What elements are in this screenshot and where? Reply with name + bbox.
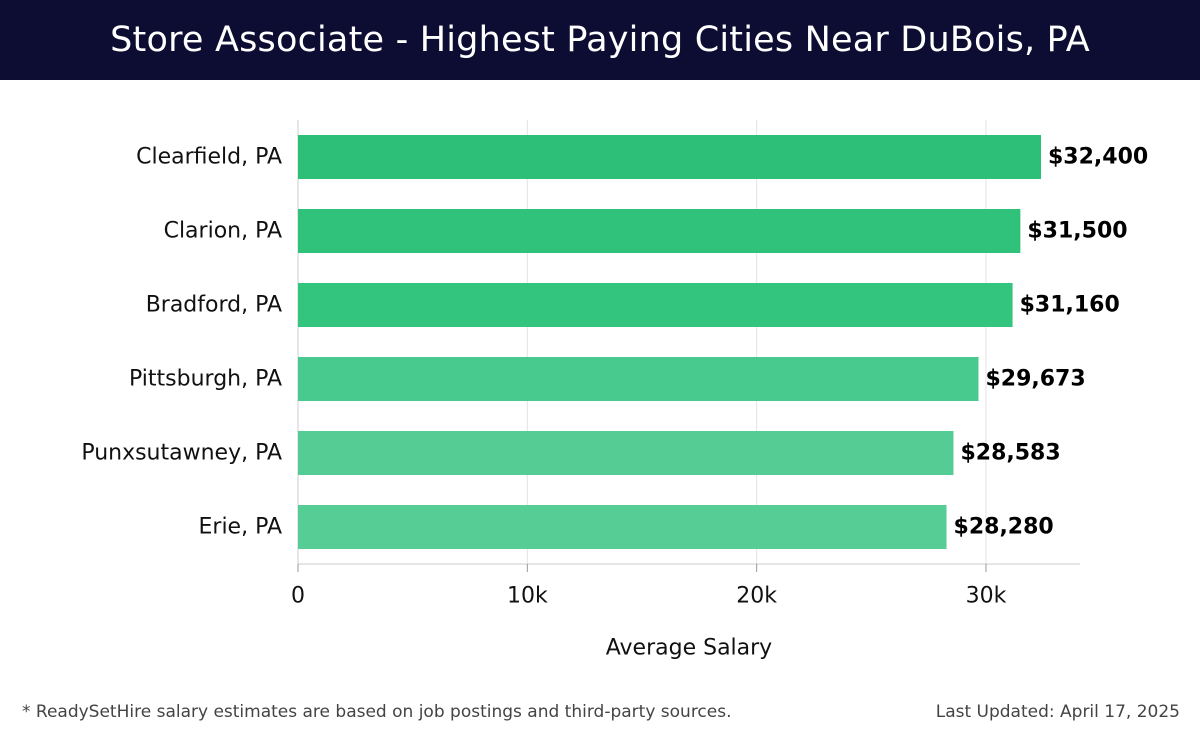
bar — [298, 505, 947, 549]
value-label: $32,400 — [1048, 145, 1148, 170]
value-label: $29,673 — [985, 367, 1085, 392]
category-label: Erie, PA — [199, 515, 283, 540]
chart-header: Store Associate - Highest Paying Cities … — [0, 0, 1200, 80]
x-axis-label: Average Salary — [606, 636, 772, 661]
category-label: Bradford, PA — [146, 293, 282, 318]
value-label: $28,583 — [960, 441, 1060, 466]
x-tick-label: 30k — [966, 584, 1007, 609]
value-label: $31,500 — [1027, 219, 1127, 244]
footer-note: * ReadySetHire salary estimates are base… — [22, 702, 732, 722]
bar — [298, 135, 1042, 179]
bar — [298, 209, 1021, 253]
last-updated: Last Updated: April 17, 2025 — [935, 702, 1180, 722]
value-label: $31,160 — [1020, 293, 1120, 318]
bar — [298, 283, 1013, 327]
chart-title: Store Associate - Highest Paying Cities … — [110, 20, 1090, 60]
bar — [298, 357, 979, 401]
value-label: $28,280 — [954, 515, 1054, 540]
x-tick-label: 20k — [736, 584, 777, 609]
bar — [298, 431, 954, 475]
category-label: Clarion, PA — [164, 219, 282, 244]
category-label: Pittsburgh, PA — [129, 367, 282, 392]
x-tick-label: 0 — [291, 584, 305, 609]
category-label: Punxsutawney, PA — [81, 441, 282, 466]
category-label: Clearfield, PA — [136, 145, 282, 170]
bar-chart: Clearfield, PA $32,400 Clarion, PA $31,500 B… — [81, 120, 1148, 661]
x-tick-label: 10k — [507, 584, 548, 609]
